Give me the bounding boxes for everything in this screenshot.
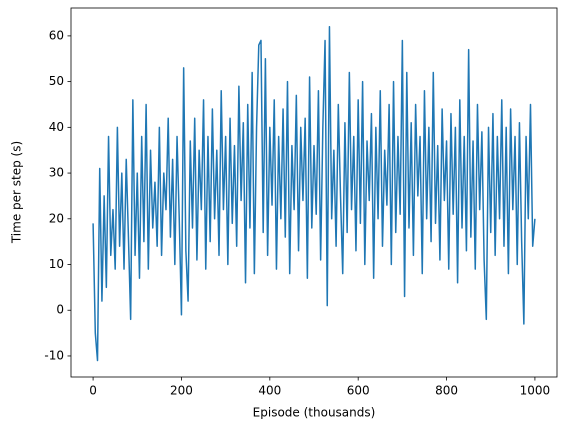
y-tick-label: 20 [49, 211, 64, 225]
x-tick-label: 1000 [520, 384, 551, 398]
data-line [92, 26, 536, 362]
y-tick-label: 30 [49, 166, 64, 180]
x-tick-label: 200 [170, 384, 193, 398]
x-tick-label: 800 [435, 384, 458, 398]
y-tick-label: -10 [44, 348, 64, 362]
x-tick-label: 600 [347, 384, 370, 398]
y-tick-label: 0 [56, 303, 64, 317]
y-tick-label: 60 [49, 28, 64, 42]
y-axis-label: Time per step (s) [10, 141, 24, 244]
x-tick-label: 0 [89, 384, 97, 398]
y-tick-label: 10 [49, 257, 64, 271]
x-axis-label: Episode (thousands) [253, 406, 376, 420]
x-tick-label: 400 [258, 384, 281, 398]
y-tick-label: 40 [49, 120, 64, 134]
plot-frame [70, 7, 558, 378]
y-tick-label: 50 [49, 74, 64, 88]
